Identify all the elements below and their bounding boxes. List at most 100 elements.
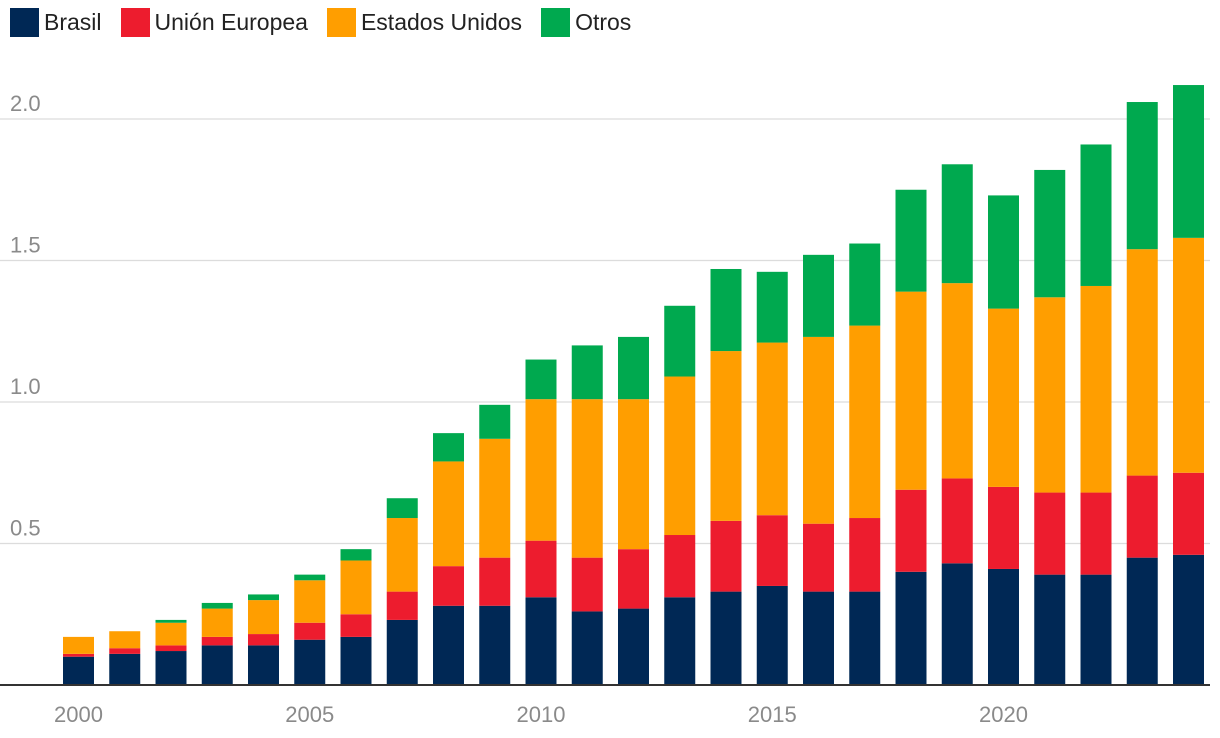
bar-segment-otros-2013 bbox=[664, 305, 696, 377]
bar-segment-union-europea-2014 bbox=[710, 520, 742, 592]
bar-segment-brasil-2002 bbox=[155, 651, 187, 685]
bar-segment-brasil-2013 bbox=[664, 597, 696, 685]
bar-segment-union-europea-2012 bbox=[618, 549, 649, 609]
bar-segment-union-europea-2020 bbox=[988, 486, 1019, 569]
bar-segment-brasil-2014 bbox=[710, 591, 742, 685]
bar-segment-union-europea-2021 bbox=[1034, 492, 1066, 575]
bar-segment-union-europea-2022 bbox=[1080, 492, 1112, 575]
bar-segment-brasil-2004 bbox=[248, 645, 279, 685]
bar-segment-estados-unidos-2005 bbox=[294, 580, 326, 623]
legend-item-otros: Otros bbox=[541, 8, 631, 37]
bar-segment-otros-2004 bbox=[248, 594, 279, 601]
legend-item-union-europea: Unión Europea bbox=[120, 8, 308, 37]
legend-swatch-estados-unidos bbox=[326, 8, 356, 37]
bar-segment-union-europea-2005 bbox=[294, 622, 326, 640]
bar-segment-union-europea-2007 bbox=[386, 591, 418, 620]
bar-segment-union-europea-2000 bbox=[63, 653, 94, 657]
bar-segment-estados-unidos-2011 bbox=[571, 399, 603, 558]
bar-segment-otros-2008 bbox=[433, 433, 464, 462]
bar-segment-estados-unidos-2000 bbox=[63, 636, 94, 654]
bar-segment-estados-unidos-2020 bbox=[988, 308, 1019, 487]
bar-segment-otros-2016 bbox=[803, 254, 834, 337]
legend-swatch-otros bbox=[541, 8, 571, 37]
bar-segment-otros-2010 bbox=[525, 359, 557, 400]
bar-segment-otros-2006 bbox=[340, 549, 372, 561]
bar-segment-otros-2023 bbox=[1126, 102, 1158, 250]
bar-segment-otros-2019 bbox=[941, 164, 973, 284]
bar-segment-estados-unidos-2013 bbox=[664, 376, 696, 536]
bar-segment-estados-unidos-2003 bbox=[201, 608, 233, 637]
bar-segment-otros-2021 bbox=[1034, 169, 1066, 298]
bar-segment-otros-2018 bbox=[895, 189, 927, 292]
bar-segment-estados-unidos-2014 bbox=[710, 351, 742, 521]
bar-segment-brasil-2015 bbox=[756, 585, 788, 685]
legend-label-union-europea: Unión Europea bbox=[154, 9, 308, 35]
bar-segment-otros-2005 bbox=[294, 574, 326, 581]
bar-segment-union-europea-2003 bbox=[201, 636, 233, 646]
legend-item-brasil: Brasil bbox=[10, 8, 102, 37]
bar-segment-union-europea-2001 bbox=[109, 648, 141, 654]
x-tick-label: 2000 bbox=[54, 702, 103, 727]
legend-item-estados-unidos: Estados Unidos bbox=[326, 8, 523, 37]
bar-segment-union-europea-2015 bbox=[756, 515, 788, 586]
bar-segment-estados-unidos-2019 bbox=[941, 283, 973, 479]
x-tick-label: 2015 bbox=[748, 702, 797, 727]
bar-segment-estados-unidos-2012 bbox=[618, 399, 649, 550]
y-tick-label: 0.5 bbox=[10, 516, 41, 541]
bar-segment-otros-2022 bbox=[1080, 144, 1112, 286]
bar-segment-otros-2012 bbox=[618, 336, 649, 400]
bar-segment-brasil-2020 bbox=[988, 568, 1019, 685]
bar-segment-union-europea-2004 bbox=[248, 634, 279, 646]
bar-segment-otros-2017 bbox=[849, 243, 881, 326]
legend-label-brasil: Brasil bbox=[44, 9, 102, 35]
bar-segment-union-europea-2011 bbox=[571, 557, 603, 612]
bar-segment-union-europea-2018 bbox=[895, 489, 927, 572]
bar-segment-brasil-2008 bbox=[433, 605, 464, 685]
bar-segment-brasil-2021 bbox=[1034, 574, 1066, 685]
bar-segment-brasil-2017 bbox=[849, 591, 881, 685]
bar-segment-union-europea-2008 bbox=[433, 566, 464, 606]
bar-segment-brasil-2009 bbox=[479, 605, 511, 685]
bar-segment-brasil-2023 bbox=[1126, 557, 1158, 685]
y-tick-label: 2.0 bbox=[10, 91, 41, 116]
x-tick-label: 2005 bbox=[285, 702, 334, 727]
bar-segment-brasil-2022 bbox=[1080, 574, 1112, 685]
bar-segment-estados-unidos-2001 bbox=[109, 631, 141, 649]
bar-segment-otros-2011 bbox=[571, 345, 603, 400]
legend-label-otros: Otros bbox=[575, 9, 632, 35]
bar-segment-estados-unidos-2017 bbox=[849, 325, 881, 519]
bar-segment-estados-unidos-2018 bbox=[895, 291, 927, 490]
bar-segment-brasil-2024 bbox=[1173, 554, 1204, 685]
bar-segment-otros-2003 bbox=[201, 602, 233, 609]
y-tick-label: 1.0 bbox=[10, 374, 41, 399]
x-tick-label: 2010 bbox=[517, 702, 566, 727]
legend-label-estados-unidos: Estados Unidos bbox=[360, 9, 523, 35]
bar-segment-union-europea-2002 bbox=[155, 645, 187, 652]
bar-segment-brasil-2012 bbox=[618, 608, 649, 685]
bar-segment-otros-2007 bbox=[386, 498, 418, 519]
bar-segment-brasil-2003 bbox=[201, 645, 233, 685]
bar-segment-union-europea-2009 bbox=[479, 557, 511, 606]
bar-segment-estados-unidos-2002 bbox=[155, 622, 187, 646]
bar-segment-otros-2009 bbox=[479, 404, 511, 439]
bar-segment-union-europea-2024 bbox=[1173, 472, 1204, 555]
bar-segment-brasil-2001 bbox=[109, 653, 141, 685]
bar-segment-brasil-2007 bbox=[386, 619, 418, 685]
bar-segment-brasil-2011 bbox=[571, 611, 603, 685]
bar-segment-otros-2014 bbox=[710, 268, 742, 352]
bar-segment-brasil-2006 bbox=[340, 636, 372, 685]
bar-segment-brasil-2018 bbox=[895, 571, 927, 685]
chart-legend: Brasil Unión Europea Estados Unidos Otro… bbox=[10, 8, 650, 37]
bar-segment-estados-unidos-2016 bbox=[803, 336, 834, 524]
bar-segment-estados-unidos-2024 bbox=[1173, 237, 1204, 473]
bar-segment-brasil-2000 bbox=[63, 656, 94, 685]
bar-segment-estados-unidos-2022 bbox=[1080, 285, 1112, 493]
bar-segment-estados-unidos-2006 bbox=[340, 560, 372, 615]
y-tick-label: 1.5 bbox=[10, 233, 41, 258]
bar-segment-union-europea-2019 bbox=[941, 478, 973, 564]
legend-swatch-union-europea bbox=[120, 8, 150, 37]
bar-segment-estados-unidos-2007 bbox=[386, 518, 418, 592]
bar-segment-union-europea-2013 bbox=[664, 535, 696, 598]
bar-segment-brasil-2005 bbox=[294, 639, 326, 685]
